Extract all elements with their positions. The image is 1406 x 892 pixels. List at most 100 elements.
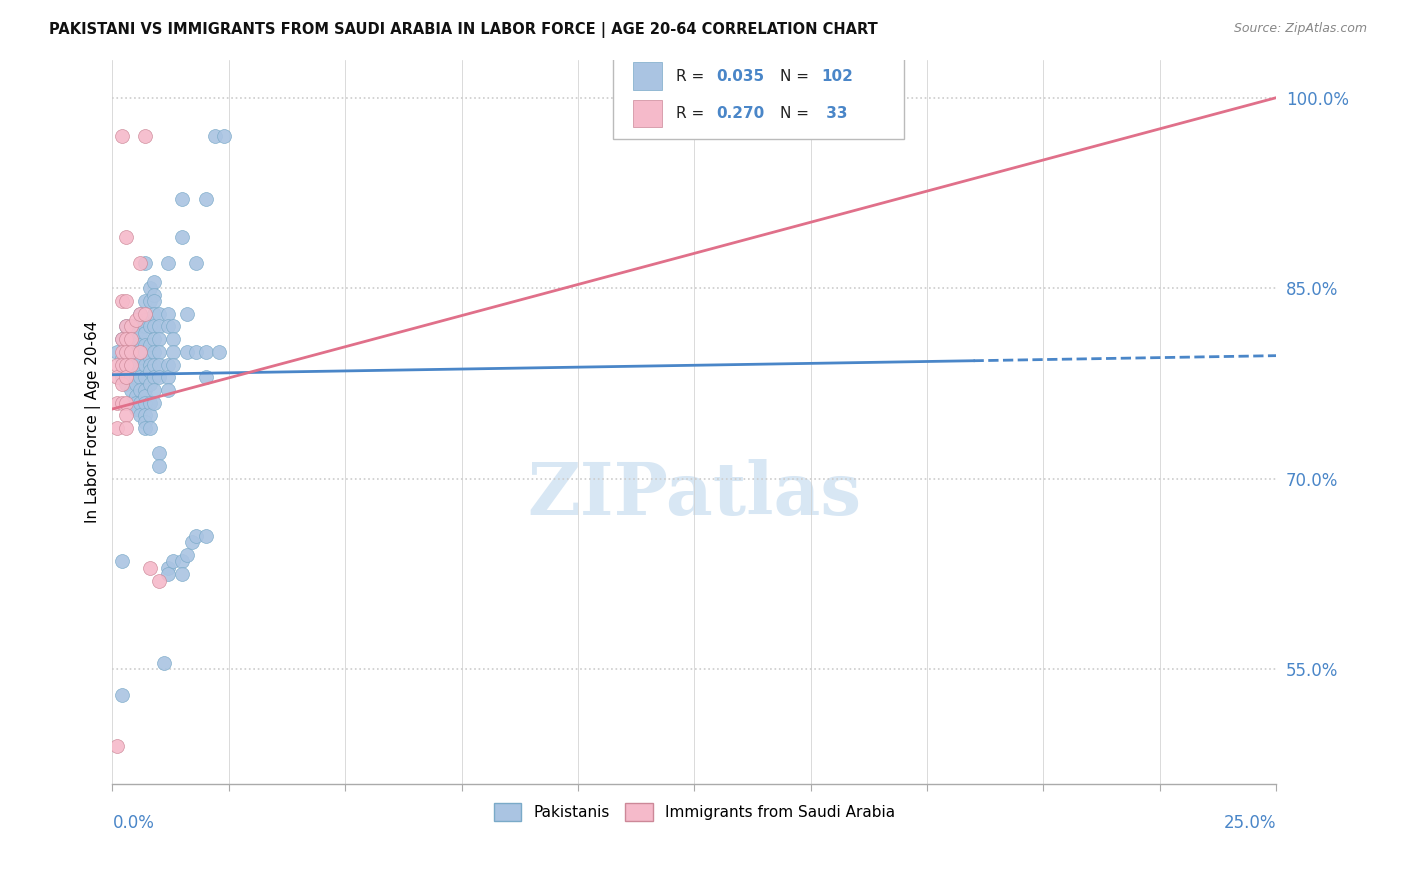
Point xyxy=(148,332,170,346)
Point xyxy=(148,319,170,334)
Point xyxy=(186,256,208,270)
Point xyxy=(111,344,134,359)
Point xyxy=(204,128,226,143)
Point xyxy=(157,307,180,321)
Text: R =: R = xyxy=(676,69,709,84)
Point xyxy=(111,332,134,346)
Point xyxy=(120,358,142,372)
Point xyxy=(125,338,148,352)
Point xyxy=(143,319,166,334)
Point xyxy=(176,548,198,562)
Point xyxy=(134,409,156,423)
Point xyxy=(129,395,152,409)
Text: N =: N = xyxy=(780,69,814,84)
Point xyxy=(143,344,166,359)
Text: Source: ZipAtlas.com: Source: ZipAtlas.com xyxy=(1233,22,1367,36)
Point xyxy=(138,364,160,378)
Point xyxy=(186,529,208,543)
Point xyxy=(129,307,152,321)
Point xyxy=(105,739,128,753)
Point xyxy=(134,319,156,334)
Point xyxy=(157,256,180,270)
Point xyxy=(125,313,148,327)
Text: 0.035: 0.035 xyxy=(717,69,765,84)
Point xyxy=(134,344,156,359)
Point xyxy=(162,332,184,346)
Point xyxy=(134,415,156,429)
Point xyxy=(120,344,142,359)
Point xyxy=(115,421,138,435)
Point xyxy=(138,395,160,409)
Point xyxy=(157,383,180,397)
Point xyxy=(134,358,156,372)
Point xyxy=(111,351,134,366)
Point xyxy=(148,574,170,588)
Point xyxy=(134,256,156,270)
Point xyxy=(138,409,160,423)
Text: PAKISTANI VS IMMIGRANTS FROM SAUDI ARABIA IN LABOR FORCE | AGE 20-64 CORRELATION: PAKISTANI VS IMMIGRANTS FROM SAUDI ARABI… xyxy=(49,22,877,38)
Point xyxy=(172,567,194,582)
Point xyxy=(115,319,138,334)
Point xyxy=(105,370,128,384)
Point xyxy=(129,338,152,352)
Point xyxy=(115,344,138,359)
Point xyxy=(115,230,138,244)
Y-axis label: In Labor Force | Age 20-64: In Labor Force | Age 20-64 xyxy=(86,320,101,523)
Point xyxy=(134,395,156,409)
Point xyxy=(120,344,142,359)
Point xyxy=(129,370,152,384)
Point xyxy=(176,307,198,321)
Point xyxy=(120,370,142,384)
Point xyxy=(134,307,156,321)
Point xyxy=(129,319,152,334)
Point xyxy=(157,358,180,372)
Point xyxy=(148,370,170,384)
Point xyxy=(157,561,180,575)
Point xyxy=(129,344,152,359)
Point xyxy=(143,287,166,301)
Point xyxy=(125,344,148,359)
Point xyxy=(157,319,180,334)
Point xyxy=(115,395,138,409)
Point xyxy=(148,358,170,372)
Point xyxy=(162,554,184,568)
Point xyxy=(129,307,152,321)
Point xyxy=(129,326,152,340)
Point xyxy=(143,275,166,289)
Point xyxy=(129,351,152,366)
Point xyxy=(143,332,166,346)
Point xyxy=(120,383,142,397)
Point xyxy=(111,688,134,702)
Point xyxy=(125,319,148,334)
Point xyxy=(138,319,160,334)
Point xyxy=(138,358,160,372)
Point xyxy=(172,230,194,244)
Point xyxy=(134,293,156,308)
Point xyxy=(172,193,194,207)
Text: 102: 102 xyxy=(821,69,853,84)
Text: 25.0%: 25.0% xyxy=(1223,814,1277,832)
Point xyxy=(129,364,152,378)
Point xyxy=(105,344,128,359)
Point xyxy=(115,344,138,359)
Point xyxy=(138,351,160,366)
Point xyxy=(134,313,156,327)
Point xyxy=(120,364,142,378)
Point xyxy=(194,370,217,384)
Text: 0.0%: 0.0% xyxy=(112,814,155,832)
Point xyxy=(138,281,160,295)
Point xyxy=(115,358,138,372)
Point xyxy=(111,358,134,372)
Point xyxy=(212,128,235,143)
Point xyxy=(125,395,148,409)
Point xyxy=(120,332,142,346)
Point xyxy=(180,535,202,549)
Text: 0.270: 0.270 xyxy=(717,106,765,121)
FancyBboxPatch shape xyxy=(613,49,904,139)
Point xyxy=(111,332,134,346)
Point xyxy=(148,344,170,359)
Point xyxy=(111,128,134,143)
Point xyxy=(148,446,170,460)
Point xyxy=(138,293,160,308)
Point xyxy=(115,332,138,346)
